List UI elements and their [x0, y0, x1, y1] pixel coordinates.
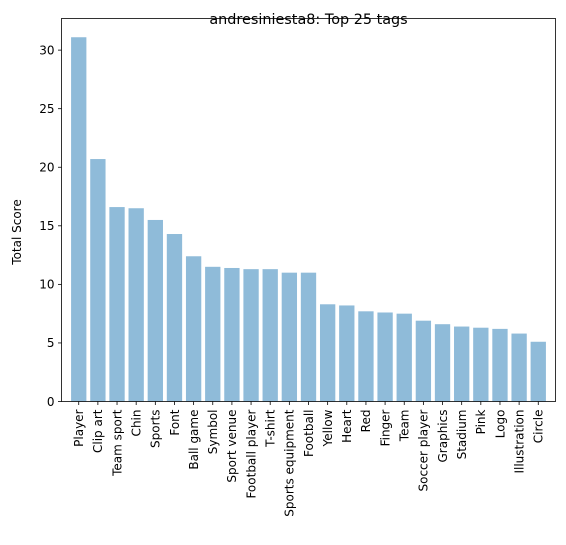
bar-sport-venue	[224, 267, 240, 402]
x-tick-label: Sports	[149, 410, 163, 448]
x-tick-label: Clip art	[91, 409, 105, 453]
bar-football	[300, 272, 317, 402]
bar-chin	[128, 208, 144, 402]
y-tick-label: 10	[39, 278, 54, 292]
bar-symbol	[205, 266, 221, 402]
x-tick-label: Illustration	[512, 410, 526, 474]
bar-pink	[473, 327, 489, 402]
y-tick-label: 25	[39, 102, 54, 116]
bar-team	[396, 313, 412, 402]
x-tick-label: Sports equipment	[283, 409, 297, 517]
x-tick-label: Pink	[474, 409, 488, 434]
y-tick-label: 30	[39, 43, 54, 57]
x-tick-label: Graphics	[436, 410, 450, 463]
bar-heart	[339, 305, 355, 402]
x-tick-label: Red	[359, 410, 373, 433]
bar-stadium	[454, 326, 470, 402]
x-tick-label: Sport venue	[225, 410, 239, 483]
bar-t-shirt	[262, 269, 278, 402]
y-tick-label: 20	[39, 161, 54, 175]
bar-football-player	[243, 269, 259, 402]
bar-finger	[377, 312, 393, 402]
bar-team-sport	[109, 207, 125, 402]
bar-graphics	[434, 324, 451, 402]
x-axis-ticks: Player Clip art Team sport Chin Sports Font Ba…	[72, 401, 546, 517]
x-tick-label: Font	[168, 409, 182, 435]
plot-area-frame	[61, 18, 556, 402]
bar-red	[358, 311, 374, 402]
bar-soccer-player	[415, 320, 432, 402]
bar-circle	[530, 341, 546, 402]
bar-illustration	[511, 333, 527, 402]
x-tick-label: Team	[398, 410, 412, 443]
bars-group	[71, 37, 546, 402]
x-tick-label: Team sport	[110, 409, 124, 477]
y-axis-ticks: 0 5 10 15 20 25 30	[39, 43, 62, 409]
x-tick-label: Ball game	[187, 410, 201, 470]
x-tick-label: Logo	[493, 410, 507, 439]
bar-sports-equipment	[281, 272, 298, 402]
x-tick-label: Circle	[532, 410, 546, 444]
bar-yellow	[319, 304, 336, 402]
x-tick-label: Chin	[129, 410, 143, 437]
x-tick-label: Yellow	[321, 409, 335, 447]
bar-logo	[492, 328, 508, 402]
bar-sports	[147, 219, 163, 402]
bar-clip-art	[90, 159, 106, 402]
x-tick-label: Football	[302, 410, 316, 458]
bar-font	[166, 234, 183, 402]
x-tick-label: Heart	[340, 409, 354, 443]
x-tick-label: Finger	[378, 409, 392, 446]
bar-player	[71, 37, 87, 402]
y-axis-label: Total Score	[10, 199, 24, 265]
x-tick-label: Football player	[244, 409, 258, 498]
chart-title: andresiniesta8: Top 25 tags	[209, 12, 407, 28]
bar-ball-game	[185, 256, 202, 402]
x-tick-label: Stadium	[455, 410, 469, 460]
x-tick-label: Symbol	[206, 410, 220, 455]
y-tick-label: 0	[47, 395, 55, 409]
x-tick-label: Soccer player	[417, 409, 431, 491]
y-tick-label: 15	[39, 219, 54, 233]
x-tick-label: T-shirt	[264, 409, 278, 448]
x-tick-label: Player	[72, 409, 86, 446]
y-tick-label: 5	[47, 336, 55, 350]
